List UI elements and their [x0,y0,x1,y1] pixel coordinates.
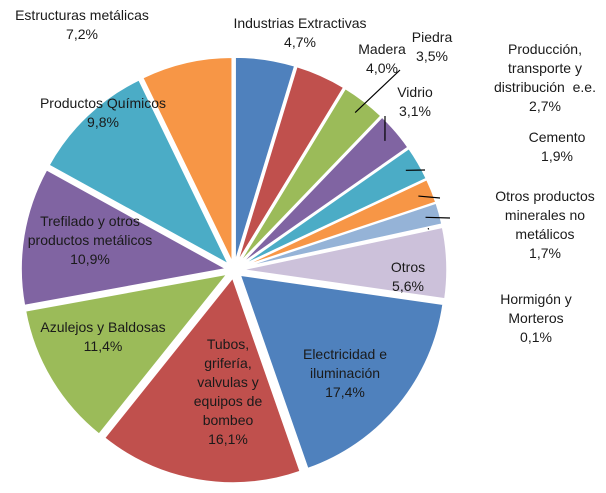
pie-slice [236,65,345,264]
pie-slice [24,273,229,436]
value-label: 17,4% [325,384,365,400]
leader-line [425,216,451,219]
value-label: 4,0% [366,60,398,76]
pie-slice [20,168,229,307]
value-label: 7,2% [66,26,98,42]
slice-label: Estructuras metálicas 7,2% [15,6,149,44]
value-label: 4,7% [284,34,316,50]
pie-slice [239,274,444,470]
value-label: 1,7% [529,245,561,261]
value-label: 1,9% [541,148,573,164]
slice-label: Madera 4,0% [358,40,405,78]
slice-label: Otros productos minerales no metálicos 1,… [495,187,595,263]
value-label: 10,9% [70,251,110,267]
pie-slice [234,56,296,263]
pie-slice [238,87,383,265]
value-label: 9,8% [87,114,119,130]
category-label: Piedra [411,29,453,45]
slice-label: Tubos, grifería, valvulas y equipos de b… [194,335,263,449]
pie-slice [241,226,448,300]
category-label: Tubos, grifería, valvulas y equipos de b… [193,336,263,428]
category-label: Vidrio [397,84,433,100]
value-label: 11,4% [83,338,123,354]
category-label: Estructuras metálicas [15,7,149,23]
pie-slice [241,223,444,270]
value-label: 0,1% [520,329,552,345]
leader-line [354,69,401,114]
slice-label: Hormigón y Morteros 0,1% [500,290,572,347]
value-label: 3,1% [399,103,431,119]
slice-label: Cemento 1,9% [529,128,586,166]
category-label: Industrias Extractivas [233,15,367,31]
slice-label: Productos Químicos 9,8% [40,94,166,132]
category-label: Otros [390,259,426,275]
category-label: Electricidad e iluminación [302,346,388,381]
category-label: Madera [358,41,406,57]
category-label: Hormigón y Morteros [500,291,572,326]
pie-slice [47,78,231,266]
category-label: Azulejos y Baldosas [40,319,166,335]
pie-slice [241,178,437,268]
value-label: 3,5% [416,48,448,64]
slice-label: Otros 5,6% [391,258,425,296]
pie-slice [240,147,428,267]
category-label: Otros productos minerales no metálicos [495,188,595,242]
value-label: 16,1% [208,431,248,447]
category-label: Producción, transporte y distribución e.… [494,41,596,95]
slice-label: Trefilado y otros productos metálicos 10,… [28,212,153,269]
slice-label: Piedra 3,5% [412,28,452,66]
value-label: 5,6% [392,278,424,294]
slice-label: Azulejos y Baldosas 11,4% [40,318,165,356]
pie-slice [239,115,410,266]
category-label: Trefilado y otros productos metálicos [27,213,153,248]
slice-label: Vidrio 3,1% [397,83,433,121]
leader-line [418,195,441,199]
category-label: Productos Químicos [39,95,167,111]
pie-slice [141,56,233,263]
slice-label: Electricidad e iluminación 17,4% [303,345,387,402]
slice-label: Industrias Extractivas 4,7% [233,14,366,52]
value-label: 2,7% [529,98,561,114]
pie-slice [103,276,302,484]
slice-label: Producción, transporte y distribución e.… [494,40,596,116]
category-label: Cemento [528,129,586,145]
